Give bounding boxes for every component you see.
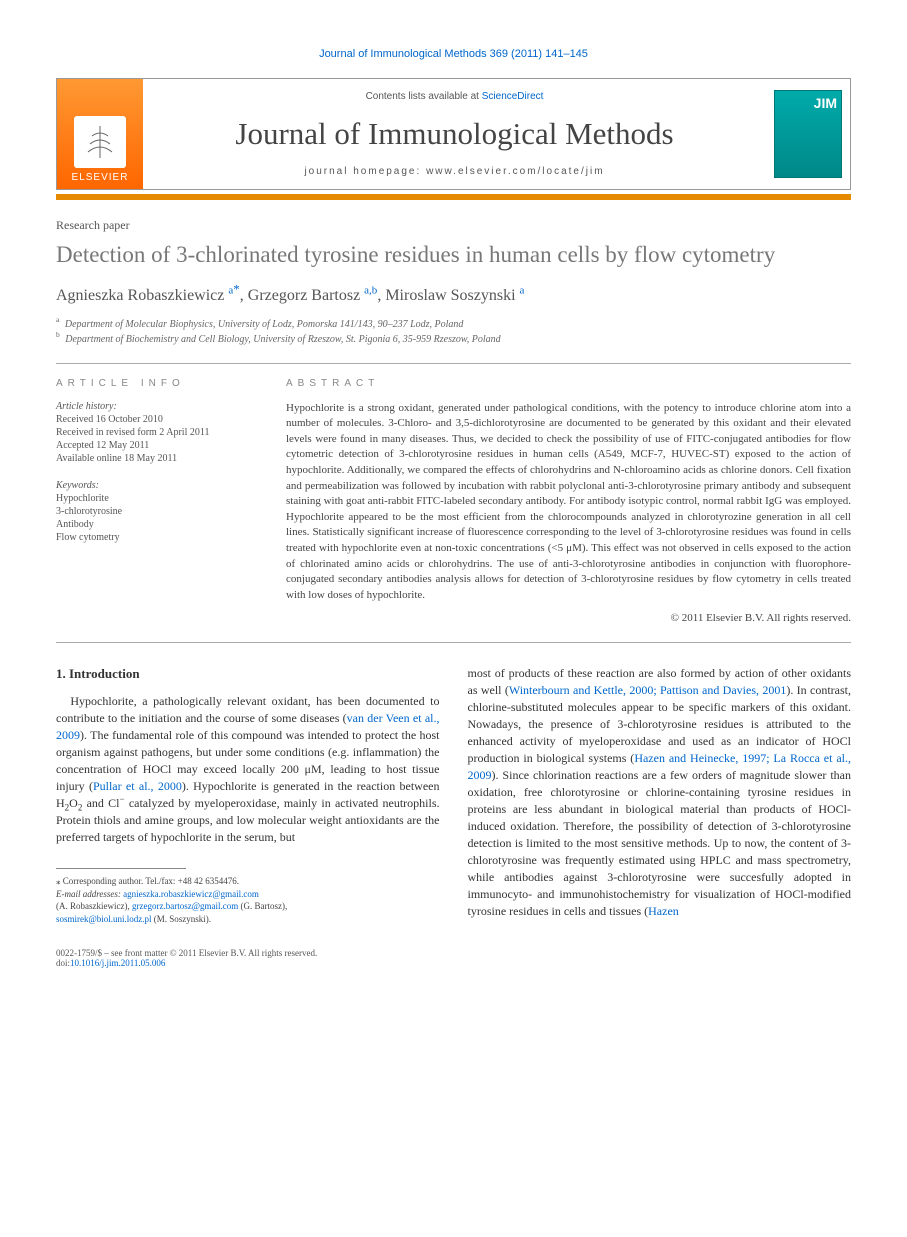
author-aff-mark: a,b xyxy=(364,284,377,296)
corr-author-line: ⁎ Corresponding author. Tel./fax: +48 42… xyxy=(56,875,440,888)
sciencedirect-link[interactable]: ScienceDirect xyxy=(482,91,544,102)
body-text: O xyxy=(69,796,78,810)
body-columns: 1. Introduction Hypochlorite, a patholog… xyxy=(56,665,851,926)
journal-name: Journal of Immunological Methods xyxy=(151,116,758,152)
citation-link[interactable]: Winterbourn and Kettle, 2000; Pattison a… xyxy=(509,683,787,697)
abstract-text: Hypochlorite is a strong oxidant, genera… xyxy=(286,401,851,604)
section-heading: 1. Introduction xyxy=(56,665,440,683)
body-text: ). Since chlorination reactions are a fe… xyxy=(468,768,852,918)
aff-text: Department of Molecular Biophysics, Univ… xyxy=(65,319,464,330)
masthead-center: Contents lists available at ScienceDirec… xyxy=(143,79,766,189)
citation-link[interactable]: Pullar et al., 2000 xyxy=(93,779,182,793)
elsevier-tree-icon xyxy=(74,116,126,168)
contents-available-line: Contents lists available at ScienceDirec… xyxy=(151,91,758,102)
running-header: Journal of Immunological Methods 369 (20… xyxy=(56,48,851,60)
front-matter-line: 0022-1759/$ – see front matter © 2011 El… xyxy=(56,948,851,958)
author: Agnieszka Robaszkiewicz a* xyxy=(56,287,240,304)
history-item: Accepted 12 May 2011 xyxy=(56,440,250,451)
body-paragraph: most of products of these reaction are a… xyxy=(468,665,852,920)
article-title: Detection of 3-chlorinated tyrosine resi… xyxy=(56,241,851,269)
author: Miroslaw Soszynski a xyxy=(385,287,524,304)
doi-line: doi:10.1016/j.jim.2011.05.006 xyxy=(56,958,851,968)
email-who: (G. Bartosz), xyxy=(238,901,287,911)
keyword: 3-chlorotyrosine xyxy=(56,506,250,517)
email-who: (M. Soszynski). xyxy=(152,914,212,924)
keywords-block: Keywords: Hypochlorite 3-chlorotyrosine … xyxy=(56,480,250,543)
affiliation: a Department of Molecular Biophysics, Un… xyxy=(56,319,851,330)
aff-mark: a xyxy=(56,315,59,324)
cover-thumb-label: JIM xyxy=(814,95,837,111)
history-item: Available online 18 May 2011 xyxy=(56,453,250,464)
aff-text: Department of Biochemistry and Cell Biol… xyxy=(65,334,500,345)
divider xyxy=(56,642,851,643)
author-aff-mark: a xyxy=(520,284,525,296)
author-name: Grzegorz Bartosz xyxy=(248,287,360,304)
left-column: 1. Introduction Hypochlorite, a patholog… xyxy=(56,665,440,926)
keyword: Flow cytometry xyxy=(56,532,250,543)
doi-prefix: doi: xyxy=(56,958,70,968)
email-who: (A. Robaszkiewicz), xyxy=(56,901,132,911)
copyright-line: © 2011 Elsevier B.V. All rights reserved… xyxy=(286,612,851,624)
article-type: Research paper xyxy=(56,218,851,233)
contents-prefix: Contents lists available at xyxy=(366,91,482,102)
citation-link[interactable]: Hazen xyxy=(648,904,679,918)
affiliation: b Department of Biochemistry and Cell Bi… xyxy=(56,334,851,345)
author-list: Agnieszka Robaszkiewicz a*, Grzegorz Bar… xyxy=(56,287,851,305)
email-label: E-mail addresses: xyxy=(56,889,123,899)
doi-link[interactable]: 10.1016/j.jim.2011.05.006 xyxy=(70,958,165,968)
journal-homepage-line: journal homepage: www.elsevier.com/locat… xyxy=(151,166,758,177)
aff-mark: b xyxy=(56,330,60,339)
abstract-column: abstract Hypochlorite is a strong oxidan… xyxy=(286,378,851,624)
right-column: most of products of these reaction are a… xyxy=(468,665,852,926)
article-info-label: article info xyxy=(56,378,250,389)
keyword: Hypochlorite xyxy=(56,493,250,504)
article-info-column: article info Article history: Received 1… xyxy=(56,378,250,624)
article-history-block: Article history: Received 16 October 201… xyxy=(56,401,250,464)
email-link[interactable]: grzegorz.bartosz@gmail.com xyxy=(132,901,238,911)
author-name: Miroslaw Soszynski xyxy=(385,287,515,304)
homepage-prefix: journal homepage: xyxy=(304,166,426,177)
journal-cover-thumb: JIM xyxy=(774,90,842,178)
keywords-label: Keywords: xyxy=(56,480,250,491)
page-footer: 0022-1759/$ – see front matter © 2011 El… xyxy=(56,948,851,968)
orange-divider-bar xyxy=(56,194,851,200)
journal-cover-block: JIM xyxy=(766,79,850,189)
article-meta-row: article info Article history: Received 1… xyxy=(56,378,851,624)
author: Grzegorz Bartosz a,b xyxy=(248,287,378,304)
corresponding-mark: * xyxy=(233,281,240,296)
keyword: Antibody xyxy=(56,519,250,530)
email-link[interactable]: sosmirek@biol.uni.lodz.pl xyxy=(56,914,152,924)
elsevier-label: ELSEVIER xyxy=(72,172,129,183)
history-item: Received in revised form 2 April 2011 xyxy=(56,427,250,438)
history-item: Received 16 October 2010 xyxy=(56,414,250,425)
email-link[interactable]: agnieszka.robaszkiewicz@gmail.com xyxy=(123,889,259,899)
abstract-label: abstract xyxy=(286,378,851,389)
history-label: Article history: xyxy=(56,401,250,412)
body-text: and Cl xyxy=(82,796,119,810)
homepage-url[interactable]: www.elsevier.com/locate/jim xyxy=(426,166,604,177)
divider xyxy=(56,363,851,364)
masthead: ELSEVIER Contents lists available at Sci… xyxy=(56,78,851,190)
publisher-logo-block: ELSEVIER xyxy=(57,79,143,189)
author-name: Agnieszka Robaszkiewicz xyxy=(56,287,224,304)
footnote-rule xyxy=(56,868,186,869)
email-addresses-block: E-mail addresses: agnieszka.robaszkiewic… xyxy=(56,888,440,926)
corresponding-footnote: ⁎ Corresponding author. Tel./fax: +48 42… xyxy=(56,875,440,925)
body-paragraph: Hypochlorite, a pathologically relevant … xyxy=(56,693,440,846)
